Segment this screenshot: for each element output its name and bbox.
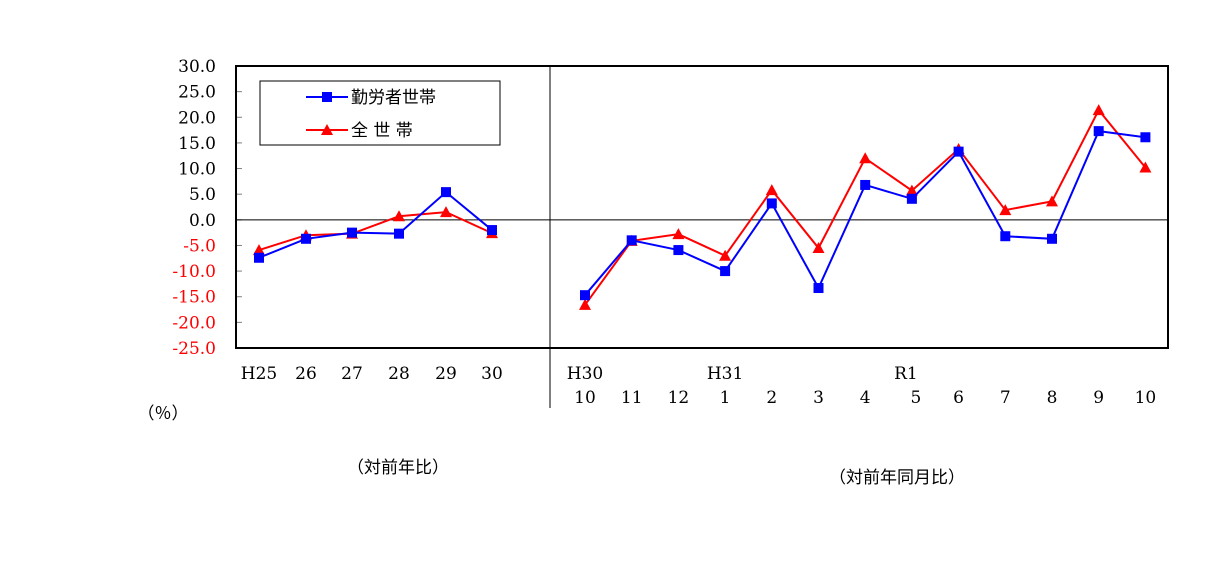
data-point-square (860, 179, 871, 190)
data-point-triangle (812, 242, 825, 254)
series-line-all (584, 108, 1147, 306)
data-point-triangle (765, 184, 778, 196)
legend-label: 全 世 帯 (351, 121, 413, 141)
data-point-square (626, 235, 637, 246)
y-axis: 30.0 25.0 20.0 15.0 10.0 5.0 0.0 -5.0 -10.0 -15.0… (172, 57, 242, 359)
x-month-label: 1 (720, 388, 731, 408)
series-layer (253, 104, 1152, 310)
x-month-label: 6 (953, 388, 964, 408)
series-line-all (258, 211, 493, 252)
x-era-label: H30 (567, 364, 603, 384)
y-tick-label: 20.0 (178, 108, 216, 128)
x-tick-label: H25 (241, 364, 277, 384)
data-point-square (441, 187, 451, 198)
data-point-square (906, 193, 917, 204)
data-point-square (1000, 231, 1011, 242)
data-point-square (347, 227, 357, 238)
x-tick-label: 28 (388, 364, 410, 384)
legend-label: 勤労者世帯 (351, 88, 436, 108)
x-month-label: 5 (910, 388, 921, 408)
y-tick-label: 30.0 (178, 57, 216, 77)
x-month-label: 3 (813, 388, 824, 408)
panel-caption-annual: （対前年比） (347, 458, 449, 478)
x-tick-label: 26 (295, 364, 317, 384)
data-point-square (673, 245, 684, 256)
data-point-triangle (321, 124, 333, 135)
y-tick-label: -15.0 (172, 288, 216, 308)
data-point-square (953, 146, 964, 157)
x-tick-label: 27 (341, 364, 363, 384)
data-point-triangle (999, 204, 1012, 216)
data-point-square (1093, 126, 1104, 137)
legend-box (259, 80, 501, 146)
data-point-triangle (253, 244, 265, 256)
data-point-square (766, 198, 777, 209)
x-month-label: 4 (860, 388, 871, 408)
y-tick-label: 5.0 (189, 185, 216, 205)
data-point-square (580, 290, 590, 301)
x-month-label: 10 (1135, 388, 1157, 408)
x-month-label: 12 (668, 388, 690, 408)
data-point-triangle (719, 249, 732, 261)
data-point-square (394, 228, 404, 239)
y-axis-unit-label: （％） (138, 404, 189, 424)
data-point-triangle (1092, 104, 1105, 116)
y-tick-label: 15.0 (178, 134, 216, 154)
data-point-square (1140, 132, 1151, 143)
y-tick-label: -25.0 (172, 339, 216, 359)
y-tick-label: 0.0 (189, 211, 216, 231)
panel-caption-monthly: （対前年同月比） (829, 468, 965, 488)
data-point-triangle (905, 184, 918, 196)
data-point-square (487, 225, 497, 236)
x-era-label: H31 (707, 364, 743, 384)
data-point-square (720, 266, 731, 277)
data-point-triangle (579, 298, 591, 310)
x-month-label: 7 (1000, 388, 1011, 408)
y-tick-label: -10.0 (172, 262, 216, 282)
data-point-triangle (859, 152, 872, 164)
x-month-label: 10 (574, 388, 596, 408)
data-point-square (1047, 233, 1057, 244)
y-tick-label: 10.0 (178, 160, 216, 180)
y-tick-label: -20.0 (172, 313, 216, 333)
x-month-label: 9 (1093, 388, 1104, 408)
data-point-triangle (1139, 161, 1152, 173)
data-point-triangle (440, 206, 452, 218)
data-point-square (301, 233, 311, 244)
data-point-square (254, 252, 264, 263)
x-era-label: R1 (894, 364, 918, 384)
plot-border (235, 65, 1169, 349)
data-point-triangle (393, 210, 405, 222)
series-line-workers (258, 190, 493, 259)
x-month-label: 11 (621, 388, 643, 408)
data-point-square (322, 92, 332, 102)
x-tick-label: 29 (435, 364, 457, 384)
x-month-label: 8 (1047, 388, 1058, 408)
y-tick-label: 25.0 (178, 83, 216, 103)
data-point-triangle (672, 228, 685, 240)
y-tick-label: -5.0 (183, 236, 216, 256)
data-point-triangle (1046, 195, 1058, 207)
x-month-label: 2 (766, 388, 777, 408)
x-tick-label: 30 (481, 364, 503, 384)
data-point-square (813, 283, 824, 294)
